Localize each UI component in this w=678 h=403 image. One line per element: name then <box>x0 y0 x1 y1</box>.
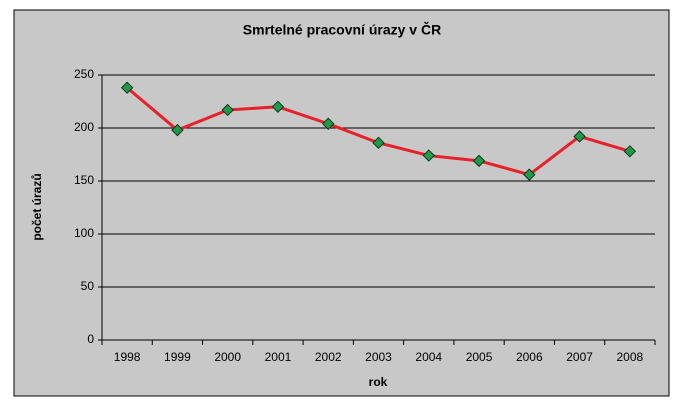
data-point <box>271 100 285 114</box>
y-axis-label: počet úrazů <box>30 173 44 240</box>
x-tick-label: 2006 <box>516 350 543 364</box>
y-tick-label: 0 <box>87 332 94 346</box>
data-point <box>171 123 184 137</box>
data-point <box>422 149 435 162</box>
data-point <box>573 130 586 143</box>
x-tick-label: 2003 <box>365 350 392 364</box>
data-point <box>523 168 536 181</box>
y-tick-label: 100 <box>74 226 94 240</box>
chart-title: Smrtelné pracovní úrazy v ČR <box>243 21 441 38</box>
data-point <box>623 145 637 158</box>
x-tick-label: 2004 <box>415 350 442 364</box>
data-point <box>372 136 385 150</box>
x-tick-label: 1999 <box>164 350 191 364</box>
y-tick-label: 250 <box>74 67 94 81</box>
y-tick-label: 150 <box>74 173 94 187</box>
data-point <box>322 117 335 130</box>
x-tick-label: 2005 <box>466 350 493 364</box>
x-tick-label: 2000 <box>214 350 241 364</box>
y-tick-label: 200 <box>74 120 94 134</box>
x-tick-label: 1998 <box>114 350 141 364</box>
x-tick-label: 2001 <box>265 350 292 364</box>
data-point <box>120 81 134 94</box>
x-tick-label: 2007 <box>566 350 593 364</box>
y-tick-label: 50 <box>81 279 95 293</box>
data-point <box>221 103 234 117</box>
x-axis-label: rok <box>369 375 388 389</box>
plot-area <box>102 75 655 340</box>
x-tick-label: 2008 <box>617 350 644 364</box>
x-tick-label: 2002 <box>315 350 342 364</box>
data-point <box>472 154 486 168</box>
